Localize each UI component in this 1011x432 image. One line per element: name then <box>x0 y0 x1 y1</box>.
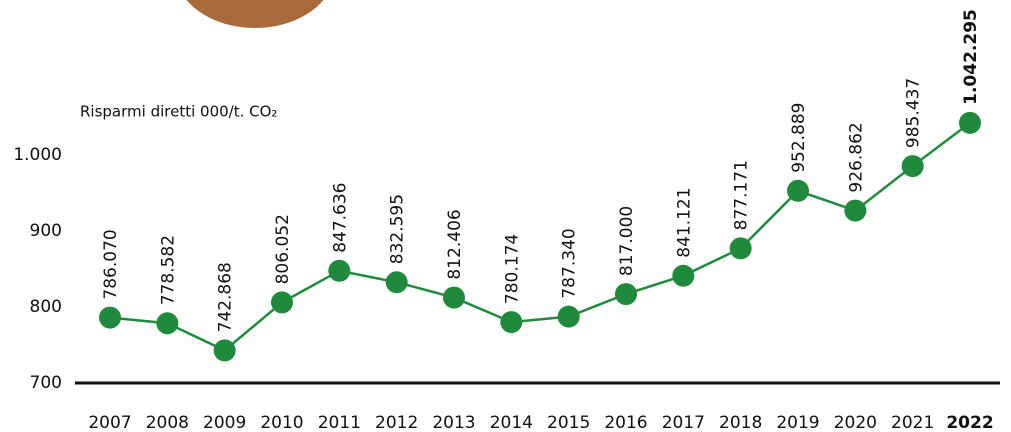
point <box>328 259 351 282</box>
x-tick-label: 2020 <box>834 413 877 432</box>
x-tick-label: 2015 <box>547 413 590 432</box>
x-tick-label: 2017 <box>662 413 705 432</box>
point <box>844 199 867 222</box>
point <box>615 283 637 306</box>
x-tick-label: 2013 <box>432 413 475 432</box>
value-label: 812.406 <box>445 209 465 279</box>
x-tick-label: 2016 <box>604 413 647 432</box>
point <box>901 155 924 178</box>
value-label: 742.868 <box>216 262 236 332</box>
value-label: 778.582 <box>158 235 178 305</box>
x-tick-label: 2009 <box>203 413 246 432</box>
chart-title: Risparmi diretti 000/t. CO₂ <box>80 103 277 121</box>
value-label: 786.070 <box>101 229 121 299</box>
point <box>500 311 523 334</box>
point <box>443 286 465 309</box>
value-label: 780.174 <box>502 234 522 304</box>
y-tick-label: 700 <box>30 373 62 393</box>
value-label: 817.000 <box>617 206 637 276</box>
point <box>672 264 695 287</box>
value-label: 847.636 <box>330 182 350 252</box>
y-tick-label: 800 <box>30 297 62 317</box>
value-label: 841.121 <box>674 187 694 257</box>
y-tick-label: 900 <box>30 221 62 241</box>
value-label: 1.042.295 <box>961 9 981 105</box>
x-tick-label: 2019 <box>776 413 819 432</box>
point <box>959 111 981 134</box>
point <box>729 237 752 260</box>
x-tick-label: 2012 <box>375 413 418 432</box>
x-tick-label: 2008 <box>146 413 189 432</box>
value-label: 952.889 <box>789 102 809 172</box>
x-tick-label: 2021 <box>891 413 934 432</box>
x-tick-label: 2022 <box>946 413 993 432</box>
point <box>156 312 179 335</box>
value-label: 985.437 <box>904 78 924 148</box>
line <box>109 121 971 352</box>
x-tick-label: 2010 <box>260 413 303 432</box>
point <box>787 179 809 202</box>
y-tick-label: 1.000 <box>13 145 62 165</box>
point <box>557 305 580 328</box>
photo-fragment <box>186 0 324 28</box>
x-tick-label: 2014 <box>490 413 533 432</box>
x-tick-label: 2011 <box>318 413 361 432</box>
value-label: 877.171 <box>732 160 752 230</box>
x-tick-label: 2007 <box>88 413 131 432</box>
value-label: 832.595 <box>388 194 408 264</box>
value-label: 806.052 <box>273 214 293 284</box>
x-tick-label: 2018 <box>719 413 762 432</box>
value-label: 787.340 <box>560 228 580 298</box>
point <box>271 291 293 314</box>
value-label: 926.862 <box>846 122 866 192</box>
point <box>385 271 408 294</box>
point <box>213 339 236 362</box>
point <box>99 306 121 329</box>
